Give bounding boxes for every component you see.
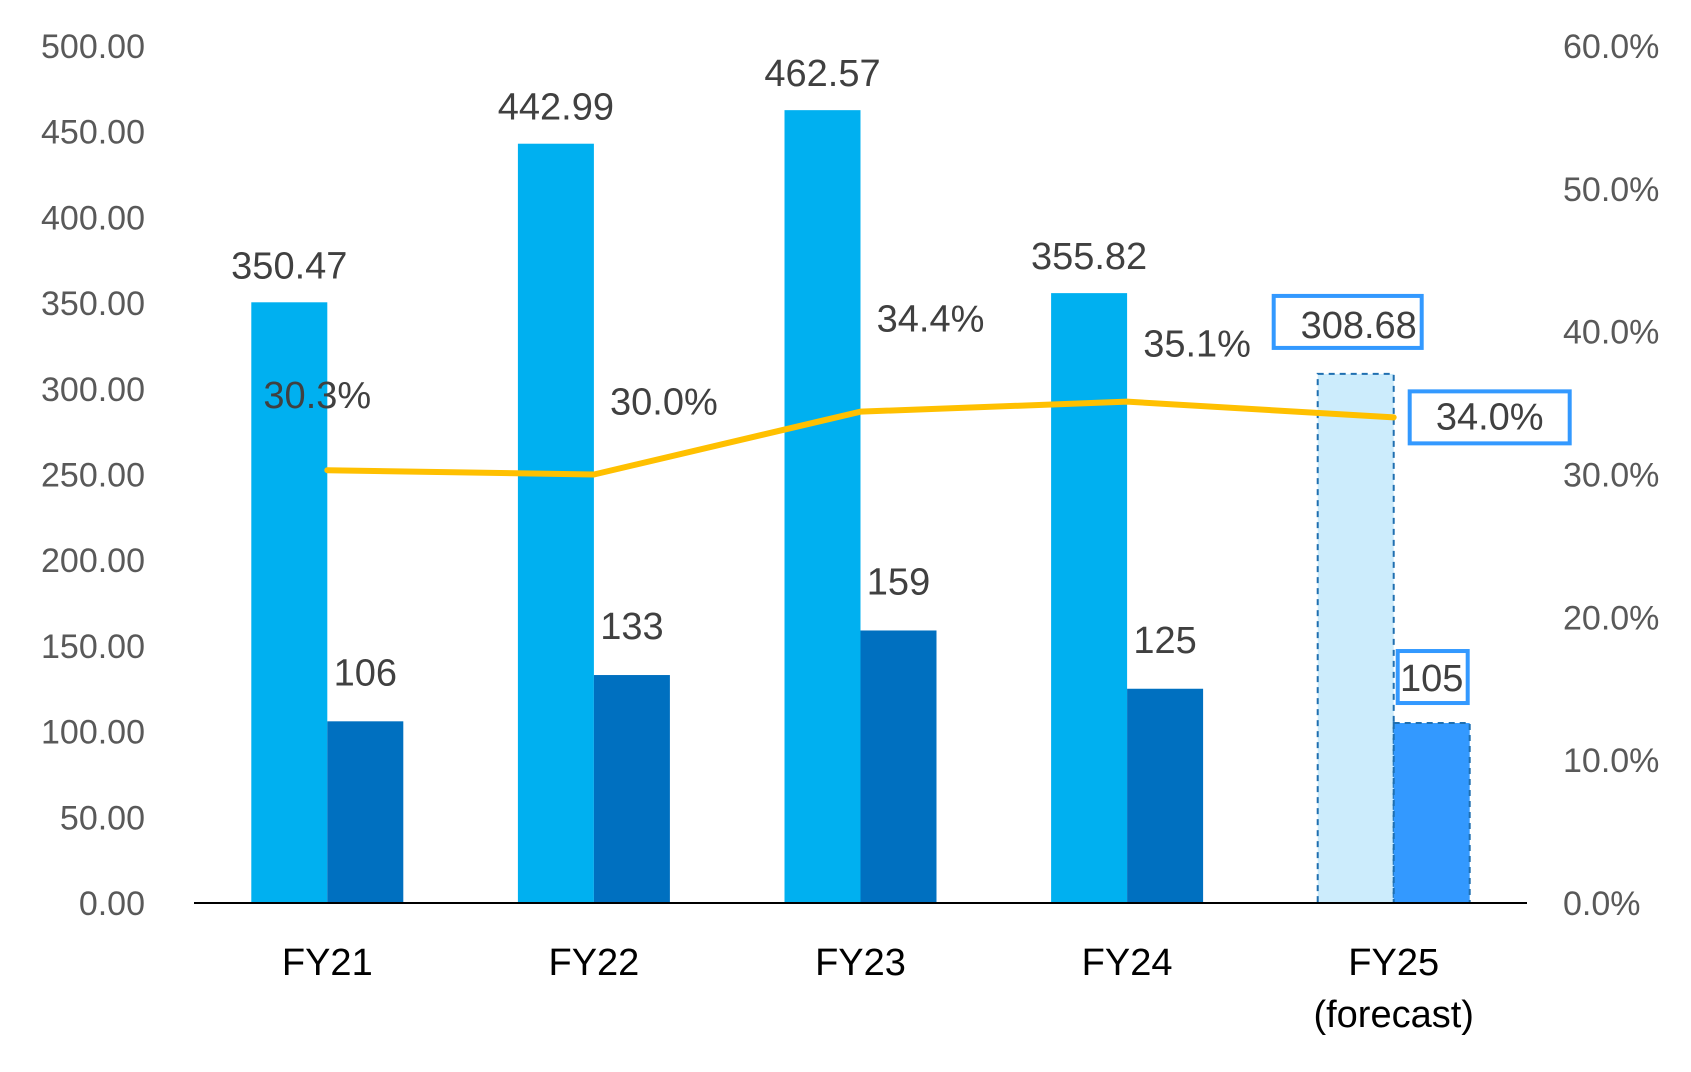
data-label-series-1: 308.68: [1301, 305, 1417, 347]
y-right-tick-label: 40.0%: [1563, 314, 1659, 352]
data-label-series-2: 106: [334, 652, 397, 694]
data-label-series-1: 462.57: [764, 53, 880, 95]
data-label-series-3: 35.1%: [1143, 324, 1251, 366]
data-label-series-3: 30.0%: [610, 382, 718, 424]
highlight-box: [1395, 649, 1470, 706]
y-left-tick-label: 400.00: [41, 199, 145, 237]
y-right-tick-label: 10.0%: [1563, 742, 1659, 780]
y-left-tick-label: 350.00: [41, 285, 145, 323]
data-label-series-2: 159: [867, 561, 930, 603]
data-label-series-1: 355.82: [1031, 236, 1147, 278]
y-left-tick-label: 200.00: [41, 542, 145, 580]
y-left-tick-label: 100.00: [41, 714, 145, 752]
bar-series-1: [251, 302, 328, 903]
data-label-series-2: 125: [1133, 620, 1196, 662]
y-right-tick-label: 50.0%: [1563, 171, 1659, 209]
y-left-tick-label: 150.00: [41, 628, 145, 666]
y-left-tick-label: 0.00: [79, 885, 145, 923]
x-category-label: FY25: [1348, 942, 1439, 984]
y-left-tick-label: 450.00: [41, 114, 145, 152]
bar-series-2: [860, 630, 937, 903]
x-category-label: FY24: [1082, 942, 1173, 984]
bar-series-1: [517, 143, 594, 903]
data-label-series-3: 34.0%: [1436, 396, 1544, 438]
bar-series-2: [1127, 688, 1204, 903]
x-category-label: (forecast): [1313, 994, 1473, 1036]
highlight-box: [1271, 293, 1424, 350]
bar-series-2: [327, 721, 404, 903]
data-label-series-2: 133: [600, 606, 663, 648]
bar-series-1: [784, 110, 861, 903]
y-right-tick-label: 30.0%: [1563, 457, 1659, 495]
bar-series-2: [1392, 722, 1471, 905]
y-left-tick-label: 500.00: [41, 28, 145, 66]
y-left-tick-label: 250.00: [41, 457, 145, 495]
data-label-series-2: 105: [1400, 658, 1463, 700]
line-series-3: [324, 398, 1397, 478]
data-label-series-1: 442.99: [498, 87, 614, 129]
data-label-series-3: 30.3%: [263, 375, 371, 417]
x-category-label: FY22: [548, 942, 639, 984]
data-label-series-3: 34.4%: [877, 299, 985, 341]
y-right-tick-label: 60.0%: [1563, 28, 1659, 66]
y-right-tick-label: 0.0%: [1563, 885, 1641, 923]
x-category-label: FY23: [815, 942, 906, 984]
bar-series-1: [1051, 293, 1128, 903]
bar-series-1: [1316, 372, 1395, 904]
y-right-tick-label: 20.0%: [1563, 599, 1659, 637]
y-left-tick-label: 300.00: [41, 371, 145, 409]
x-category-label: FY21: [282, 942, 373, 984]
data-label-series-1: 350.47: [231, 245, 347, 287]
y-left-tick-label: 50.00: [60, 799, 145, 837]
highlight-box: [1407, 389, 1572, 446]
bar-series-2: [593, 675, 670, 903]
